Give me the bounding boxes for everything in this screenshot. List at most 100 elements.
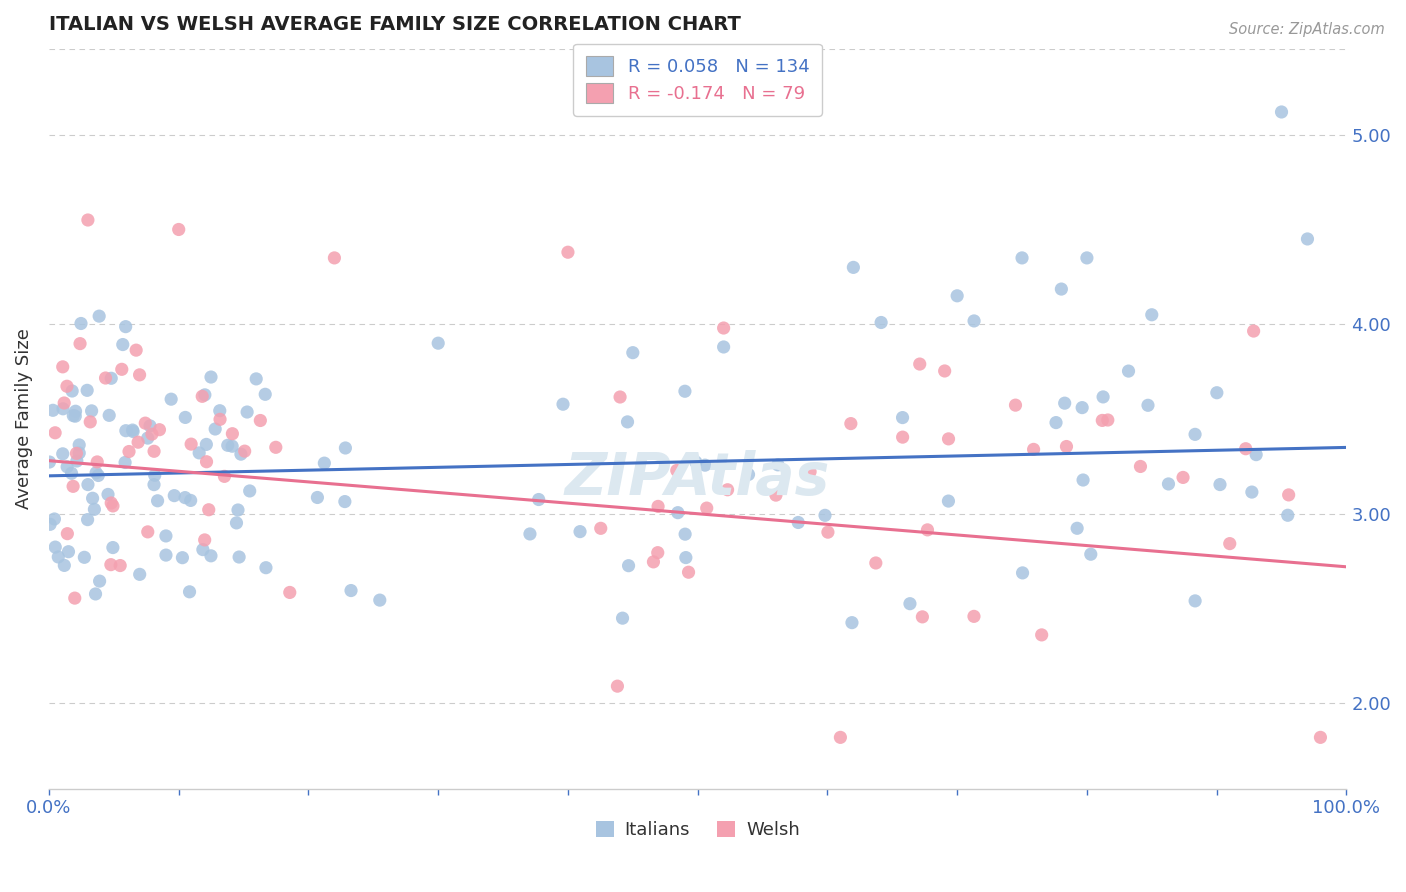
Point xyxy=(1136,398,1159,412)
Point xyxy=(127,435,149,450)
Point xyxy=(1080,547,1102,561)
Point xyxy=(38,455,60,469)
Point xyxy=(617,558,640,573)
Point xyxy=(1076,251,1098,265)
Point xyxy=(239,483,262,498)
Point xyxy=(814,508,837,523)
Point xyxy=(963,609,986,624)
Point xyxy=(86,455,108,469)
Point xyxy=(673,527,696,541)
Point xyxy=(94,371,117,385)
Point xyxy=(65,446,87,460)
Text: Source: ZipAtlas.com: Source: ZipAtlas.com xyxy=(1229,22,1385,37)
Point xyxy=(839,417,862,431)
Point xyxy=(519,527,541,541)
Point xyxy=(606,679,628,693)
Point xyxy=(194,388,217,402)
Point xyxy=(963,314,986,328)
Point xyxy=(225,516,247,530)
Point xyxy=(73,550,96,565)
Point xyxy=(666,506,689,520)
Point xyxy=(1004,398,1026,412)
Point xyxy=(226,503,249,517)
Point xyxy=(1022,442,1045,457)
Point xyxy=(63,591,86,606)
Point xyxy=(174,410,197,425)
Point xyxy=(569,524,592,539)
Point xyxy=(163,489,186,503)
Point xyxy=(191,542,214,557)
Point xyxy=(89,309,111,323)
Point xyxy=(128,368,150,382)
Point xyxy=(84,587,107,601)
Point xyxy=(1209,477,1232,491)
Point xyxy=(1296,232,1319,246)
Point xyxy=(56,459,79,474)
Point xyxy=(621,345,644,359)
Point xyxy=(66,454,89,468)
Point xyxy=(56,379,79,393)
Point xyxy=(817,525,839,540)
Point xyxy=(340,583,363,598)
Point xyxy=(97,487,120,501)
Point xyxy=(83,502,105,516)
Point xyxy=(67,438,90,452)
Point xyxy=(938,494,960,508)
Point xyxy=(44,540,66,554)
Point xyxy=(125,343,148,358)
Point xyxy=(1011,566,1033,580)
Point xyxy=(69,336,91,351)
Point xyxy=(1244,448,1267,462)
Point xyxy=(200,370,222,384)
Point xyxy=(136,431,159,445)
Point xyxy=(1309,731,1331,745)
Point xyxy=(65,404,87,418)
Point xyxy=(67,446,90,460)
Point xyxy=(77,477,100,491)
Point xyxy=(673,384,696,399)
Point xyxy=(214,469,236,483)
Point xyxy=(84,466,107,480)
Point xyxy=(898,597,921,611)
Point xyxy=(713,321,735,335)
Point xyxy=(307,491,329,505)
Point xyxy=(335,441,357,455)
Point xyxy=(62,479,84,493)
Point xyxy=(766,458,789,472)
Point xyxy=(148,423,170,437)
Point xyxy=(233,444,256,458)
Point xyxy=(111,337,134,351)
Point xyxy=(195,455,218,469)
Point xyxy=(79,415,101,429)
Point xyxy=(100,371,122,385)
Text: ITALIAN VS WELSH AVERAGE FAMILY SIZE CORRELATION CHART: ITALIAN VS WELSH AVERAGE FAMILY SIZE COR… xyxy=(49,15,741,34)
Point xyxy=(1092,390,1115,404)
Point xyxy=(139,418,162,433)
Point xyxy=(122,425,145,439)
Point xyxy=(647,546,669,560)
Point xyxy=(60,467,83,481)
Point xyxy=(52,447,75,461)
Y-axis label: Average Family Size: Average Family Size xyxy=(15,328,32,509)
Point xyxy=(716,483,738,497)
Point xyxy=(208,403,231,417)
Point xyxy=(264,440,287,454)
Legend: Italians, Welsh: Italians, Welsh xyxy=(588,814,807,846)
Point xyxy=(134,416,156,430)
Point xyxy=(236,405,259,419)
Point xyxy=(1053,396,1076,410)
Point xyxy=(1205,385,1227,400)
Point xyxy=(62,409,84,423)
Point xyxy=(1071,401,1094,415)
Point xyxy=(100,496,122,510)
Point xyxy=(114,455,136,469)
Point xyxy=(917,523,939,537)
Point xyxy=(665,463,688,477)
Point xyxy=(44,425,66,440)
Point xyxy=(60,384,83,398)
Point xyxy=(160,392,183,407)
Point xyxy=(101,499,124,513)
Point xyxy=(115,424,138,438)
Point xyxy=(114,319,136,334)
Point xyxy=(44,512,66,526)
